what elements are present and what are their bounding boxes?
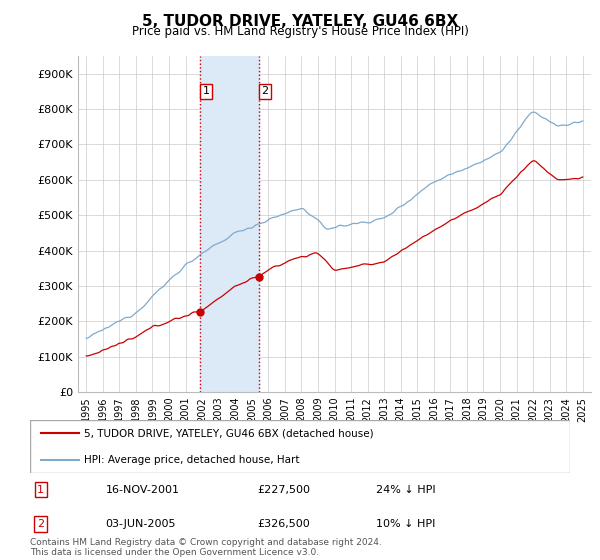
Text: Contains HM Land Registry data © Crown copyright and database right 2024.
This d: Contains HM Land Registry data © Crown c… xyxy=(30,538,382,557)
Text: 2: 2 xyxy=(37,519,44,529)
FancyBboxPatch shape xyxy=(30,420,570,473)
Text: 2: 2 xyxy=(261,86,268,96)
Text: HPI: Average price, detached house, Hart: HPI: Average price, detached house, Hart xyxy=(84,455,299,465)
Text: 10% ↓ HPI: 10% ↓ HPI xyxy=(376,519,435,529)
Text: £227,500: £227,500 xyxy=(257,484,310,494)
Text: 1: 1 xyxy=(203,86,209,96)
Text: £326,500: £326,500 xyxy=(257,519,310,529)
Text: 24% ↓ HPI: 24% ↓ HPI xyxy=(376,484,435,494)
Text: 5, TUDOR DRIVE, YATELEY, GU46 6BX: 5, TUDOR DRIVE, YATELEY, GU46 6BX xyxy=(142,14,458,29)
Text: Price paid vs. HM Land Registry's House Price Index (HPI): Price paid vs. HM Land Registry's House … xyxy=(131,25,469,38)
Text: 5, TUDOR DRIVE, YATELEY, GU46 6BX (detached house): 5, TUDOR DRIVE, YATELEY, GU46 6BX (detac… xyxy=(84,428,374,438)
Text: 03-JUN-2005: 03-JUN-2005 xyxy=(106,519,176,529)
Bar xyxy=(200,56,259,392)
Text: 1: 1 xyxy=(37,484,44,494)
Text: 16-NOV-2001: 16-NOV-2001 xyxy=(106,484,179,494)
